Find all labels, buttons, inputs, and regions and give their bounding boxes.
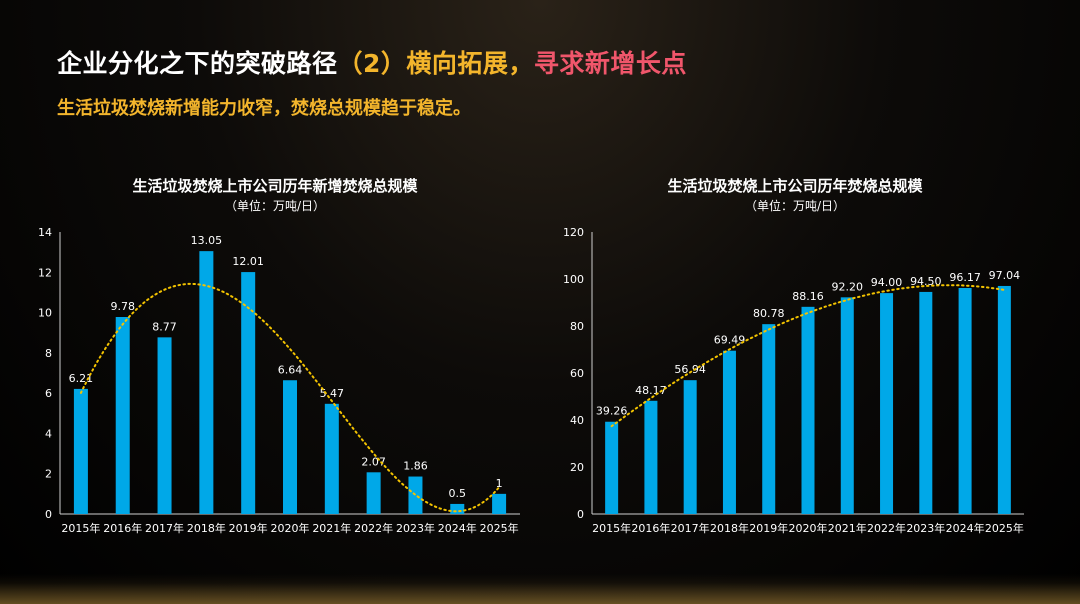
y-tick-label: 0: [45, 508, 52, 521]
y-tick-label: 60: [570, 367, 584, 380]
bar: [919, 291, 933, 514]
x-tick-label: 2023年: [906, 521, 945, 535]
x-tick-label: 2017年: [145, 521, 184, 535]
x-tick-label: 2015年: [592, 521, 631, 535]
bar: [801, 306, 815, 514]
data-label: 12.01: [232, 255, 264, 268]
data-label: 96.17: [949, 271, 981, 284]
y-tick-label: 120: [563, 226, 584, 239]
bar: [492, 493, 507, 514]
bar: [997, 285, 1011, 514]
bar: [840, 297, 854, 514]
x-tick-label: 2025年: [985, 521, 1024, 535]
bar: [408, 476, 423, 514]
chart-unit-label: （单位：万吨/日）: [745, 198, 845, 213]
data-label: 80.78: [753, 307, 785, 320]
data-label: 88.16: [792, 290, 824, 303]
x-tick-label: 2024年: [946, 521, 985, 535]
chart-group: 生活垃圾焚烧上市公司历年焚烧总规模 （单位：万吨/日） 0 20 40 60 80 100 12…: [563, 177, 1024, 535]
y-tick-label: 2: [45, 468, 52, 481]
bar: [324, 403, 339, 514]
bar: [683, 380, 697, 514]
data-label: 48.17: [635, 384, 667, 397]
bar: [157, 337, 172, 514]
y-tick-label: 20: [570, 461, 584, 474]
data-label: 6.21: [69, 372, 94, 385]
y-tick-label: 80: [570, 320, 584, 333]
x-tick-label: 2020年: [789, 521, 828, 535]
y-tick-label: 10: [38, 307, 52, 320]
chart-unit-label: （单位：万吨/日）: [225, 198, 325, 213]
x-tick-label: 2023年: [396, 521, 435, 535]
x-tick-label: 2018年: [710, 521, 749, 535]
x-tick-label: 2021年: [828, 521, 867, 535]
data-label: 92.20: [832, 280, 864, 293]
bar: [199, 251, 214, 514]
bar: [450, 503, 465, 514]
trend-line: [610, 284, 1006, 428]
y-tick-label: 12: [38, 266, 52, 279]
y-tick-label: 0: [577, 508, 584, 521]
x-tick-label: 2022年: [867, 521, 906, 535]
data-label: 94.00: [871, 276, 903, 289]
data-label: 1.86: [403, 460, 428, 473]
data-label: 39.26: [596, 405, 628, 418]
chart-title: 生活垃圾焚烧上市公司历年焚烧总规模: [667, 177, 923, 195]
data-label: 13.05: [191, 234, 223, 247]
bar: [958, 288, 972, 514]
data-label: 56.94: [674, 363, 706, 376]
data-label: 9.78: [110, 300, 135, 313]
data-label: 8.77: [152, 320, 177, 333]
x-tick-label: 2022年: [354, 521, 393, 535]
bar: [115, 317, 130, 514]
y-tick-label: 6: [45, 387, 52, 400]
trend-line: [79, 282, 501, 513]
y-tick-label: 14: [38, 226, 52, 239]
page-subtitle: 生活垃圾焚烧新增能力收窄，焚烧总规模趋于稳定。: [57, 98, 471, 119]
bar: [644, 400, 658, 514]
bar: [880, 293, 894, 514]
x-tick-label: 2018年: [187, 521, 226, 535]
y-tick-label: 40: [570, 414, 584, 427]
bar: [722, 350, 736, 514]
x-tick-label: 2015年: [61, 521, 100, 535]
page-title: 企业分化之下的突破路径（2）横向拓展，寻求新增长点: [57, 44, 687, 80]
x-tick-label: 2019年: [229, 521, 268, 535]
bar: [283, 380, 297, 514]
y-tick-label: 4: [45, 427, 52, 440]
decorative-glitter-strip: [0, 574, 1080, 604]
data-label: 69.49: [714, 334, 746, 347]
y-tick-label: 8: [45, 347, 52, 360]
data-label: 97.04: [989, 269, 1021, 282]
x-tick-label: 2020年: [271, 521, 310, 535]
x-tick-label: 2016年: [631, 521, 670, 535]
title-part-section: （2）横向拓展，: [337, 49, 534, 78]
chart-group: 生活垃圾焚烧上市公司历年新增焚烧总规模 （单位：万吨/日） 0 2 4 6 8 10 12 14 2…: [38, 177, 520, 535]
x-tick-label: 2025年: [480, 521, 519, 535]
bar: [762, 324, 776, 514]
x-tick-label: 2021年: [312, 521, 351, 535]
x-tick-label: 2019年: [749, 521, 788, 535]
title-part-highlight: 寻求新增长点: [533, 49, 687, 78]
data-label: 0.5: [449, 487, 467, 500]
title-part-main: 企业分化之下的突破路径: [57, 49, 338, 78]
data-label: 5.47: [320, 387, 345, 400]
x-tick-label: 2017年: [671, 521, 710, 535]
bar: [605, 421, 619, 514]
x-tick-label: 2016年: [103, 521, 142, 535]
bar: [241, 272, 256, 514]
data-label: 2.07: [361, 455, 386, 468]
data-label: 6.64: [278, 363, 303, 376]
x-tick-label: 2024年: [438, 521, 477, 535]
bar: [73, 388, 88, 514]
data-label: 1: [496, 477, 503, 490]
y-tick-label: 100: [563, 273, 584, 286]
bar: [366, 472, 381, 514]
chart-title: 生活垃圾焚烧上市公司历年新增焚烧总规模: [132, 177, 418, 195]
